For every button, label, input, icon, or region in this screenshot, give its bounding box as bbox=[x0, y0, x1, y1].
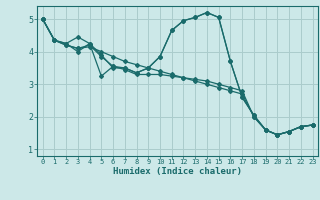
X-axis label: Humidex (Indice chaleur): Humidex (Indice chaleur) bbox=[113, 167, 242, 176]
